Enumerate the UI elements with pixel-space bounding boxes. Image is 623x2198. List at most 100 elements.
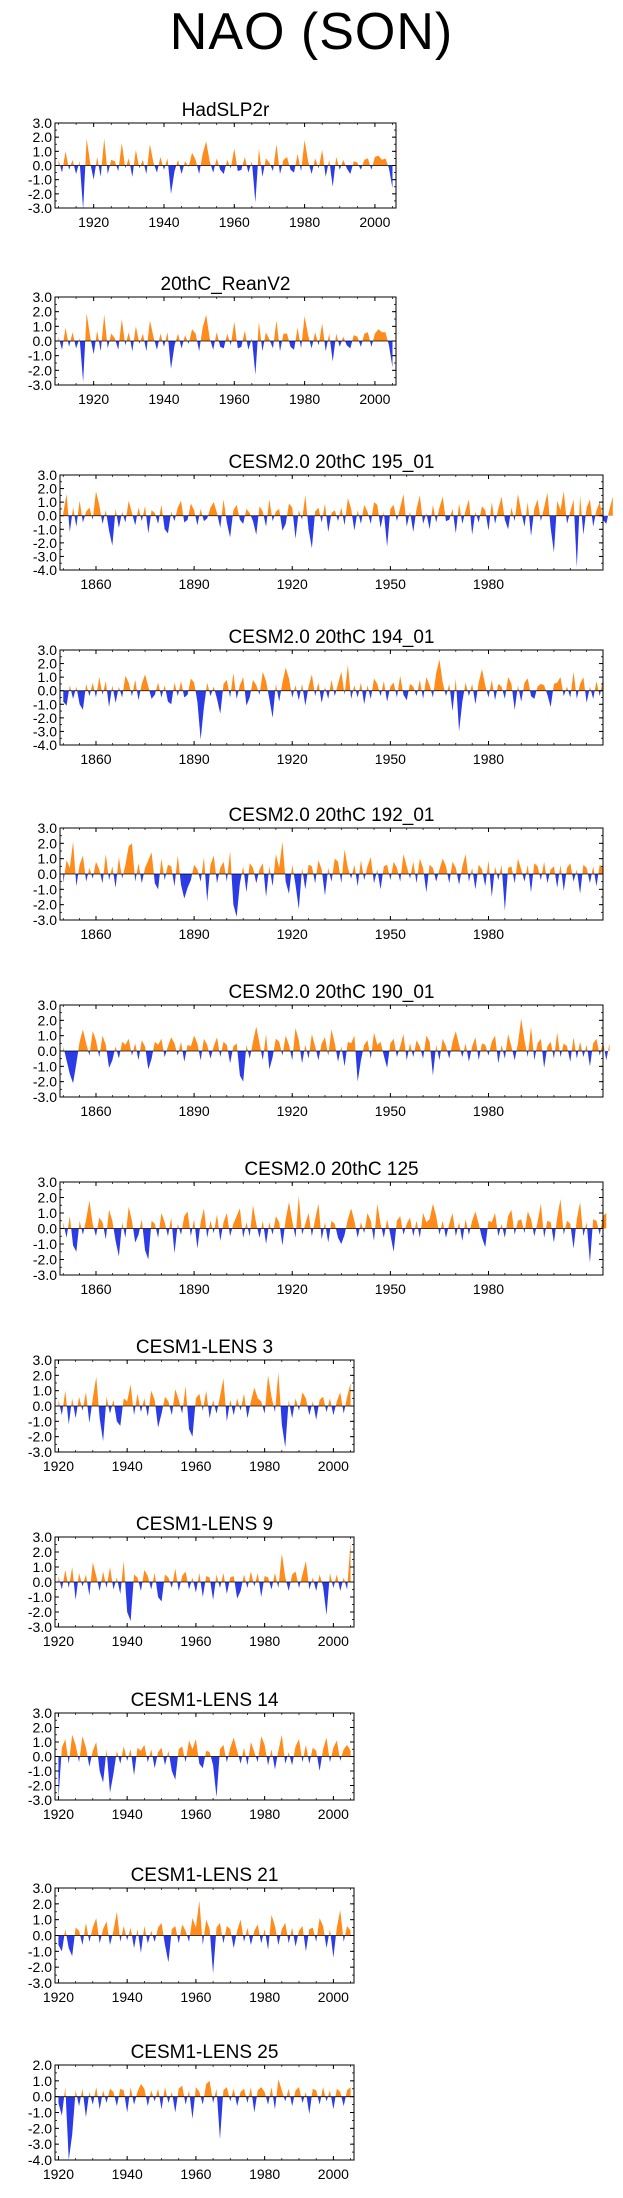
series-positive-area bbox=[63, 1195, 607, 1229]
x-tick-label: 1890 bbox=[179, 751, 210, 767]
y-tick-label: 2.0 bbox=[38, 656, 58, 672]
x-tick-label: 1940 bbox=[112, 1458, 143, 1474]
series-negative-area bbox=[63, 1051, 610, 1084]
chart-title: CESM2.0 20thC 194_01 bbox=[229, 627, 435, 648]
y-tick-label: 0.0 bbox=[38, 683, 58, 699]
x-tick-label: 1890 bbox=[179, 926, 210, 942]
chart-title: CESM2.0 20thC 192_01 bbox=[229, 805, 435, 826]
y-tick-label: 0.0 bbox=[33, 2089, 53, 2105]
y-tick-label: -3.0 bbox=[28, 1619, 52, 1635]
x-tick-label: 1860 bbox=[80, 1281, 111, 1297]
y-tick-label: -4.0 bbox=[33, 737, 57, 753]
chart-title: 20thC_ReanV2 bbox=[161, 274, 291, 295]
chart-panel-6: CESM2.0 20thC 190_01 3.02.01.00.0-1.0-2.0… bbox=[33, 982, 610, 1119]
y-tick-label: 1.0 bbox=[33, 1912, 53, 1928]
x-tick-label: 1920 bbox=[277, 576, 308, 592]
series-negative-area bbox=[58, 1582, 351, 1621]
y-tick-label: 2.0 bbox=[33, 1896, 53, 1912]
y-tick-label: 2.0 bbox=[33, 304, 53, 320]
y-tick-label: -2.0 bbox=[28, 362, 52, 378]
series-positive-area bbox=[58, 1372, 351, 1406]
x-tick-label: 1950 bbox=[375, 1103, 406, 1119]
x-tick-label: 1950 bbox=[375, 751, 406, 767]
chart-title: CESM1-LENS 14 bbox=[131, 1690, 279, 1711]
x-tick-label: 1980 bbox=[473, 1281, 504, 1297]
x-tick-label: 1980 bbox=[249, 1458, 280, 1474]
x-tick-label: 1980 bbox=[289, 214, 320, 230]
x-tick-label: 1960 bbox=[180, 2166, 211, 2182]
chart-title: CESM2.0 20thC 190_01 bbox=[229, 982, 435, 1003]
y-tick-label: 3.0 bbox=[33, 115, 53, 131]
chart-title: CESM1-LENS 9 bbox=[136, 1514, 273, 1535]
x-tick-label: 1920 bbox=[43, 1989, 74, 2005]
x-tick-label: 1960 bbox=[180, 1806, 211, 1822]
chart-title: HadSLP2r bbox=[182, 100, 270, 121]
y-tick-label: -3.0 bbox=[28, 1792, 52, 1808]
y-tick-label: -1.0 bbox=[28, 348, 52, 364]
series-positive-area bbox=[63, 1018, 610, 1051]
series-positive-area bbox=[63, 491, 613, 516]
y-tick-label: -3.0 bbox=[28, 1444, 52, 1460]
x-tick-label: 1920 bbox=[43, 1633, 74, 1649]
y-tick-label: -3.0 bbox=[28, 1975, 52, 1991]
y-tick-label: -3.0 bbox=[33, 1267, 57, 1283]
x-tick-label: 1980 bbox=[473, 751, 504, 767]
y-tick-label: 2.0 bbox=[33, 1544, 53, 1560]
x-tick-label: 1940 bbox=[148, 391, 179, 407]
x-tick-label: 1980 bbox=[473, 926, 504, 942]
y-tick-label: 3.0 bbox=[33, 1352, 53, 1368]
series-positive-area bbox=[63, 841, 603, 874]
y-tick-label: 0.0 bbox=[33, 158, 53, 174]
x-tick-label: 1950 bbox=[375, 1281, 406, 1297]
y-tick-label: 2.0 bbox=[33, 1367, 53, 1383]
series-positive-area bbox=[58, 138, 393, 166]
y-tick-label: 1.0 bbox=[33, 1383, 53, 1399]
chart-panel-9: CESM1-LENS 9 3.02.01.00.0-1.0-2.0-3.01920… bbox=[28, 1514, 355, 1649]
chart-panel-2: 20thC_ReanV2 3.02.01.00.0-1.0-2.0-3.0 1920… bbox=[28, 274, 397, 407]
x-tick-label: 1920 bbox=[277, 751, 308, 767]
y-tick-label: 1.0 bbox=[33, 1559, 53, 1575]
x-tick-label: 1980 bbox=[249, 1989, 280, 2005]
y-tick-label: 3.0 bbox=[38, 467, 58, 483]
y-tick-label: -3.0 bbox=[28, 200, 52, 216]
y-tick-label: -4.0 bbox=[33, 562, 57, 578]
series-negative-area bbox=[63, 1228, 607, 1263]
y-tick-label: -2.0 bbox=[28, 1429, 52, 1445]
y-tick-label: -2.0 bbox=[33, 535, 57, 551]
y-tick-label: -2.0 bbox=[33, 1252, 57, 1268]
x-tick-label: 1940 bbox=[112, 1806, 143, 1822]
chart-title: CESM1-LENS 21 bbox=[131, 1865, 279, 1886]
x-tick-label: 1980 bbox=[473, 576, 504, 592]
page-title: NAO (SON) bbox=[169, 3, 454, 61]
y-tick-label: 3.0 bbox=[38, 997, 58, 1013]
chart-panel-7: CESM2.0 20thC 125 3.02.01.00.0-1.0-2.0-3.… bbox=[33, 1159, 607, 1297]
x-tick-label: 1890 bbox=[179, 1103, 210, 1119]
x-tick-label: 1890 bbox=[179, 1281, 210, 1297]
y-tick-label: 0.0 bbox=[33, 1398, 53, 1414]
y-tick-label: -3.0 bbox=[33, 723, 57, 739]
chart-panel-8: CESM1-LENS 3 3.02.01.00.0-1.0-2.0-3.01920… bbox=[28, 1337, 355, 1474]
y-tick-label: 3.0 bbox=[33, 1705, 53, 1721]
y-tick-label: -2.0 bbox=[33, 710, 57, 726]
x-tick-label: 1860 bbox=[80, 751, 111, 767]
chart-title: CESM2.0 20thC 125 bbox=[244, 1159, 418, 1180]
x-tick-label: 1920 bbox=[277, 926, 308, 942]
y-tick-label: 2.0 bbox=[33, 2057, 53, 2073]
y-tick-label: 0.0 bbox=[33, 1928, 53, 1944]
y-tick-label: 2.0 bbox=[33, 1720, 53, 1736]
y-tick-label: -2.0 bbox=[28, 1778, 52, 1794]
y-tick-label: 3.0 bbox=[38, 820, 58, 836]
y-tick-label: -1.0 bbox=[33, 881, 57, 897]
y-tick-label: -3.0 bbox=[28, 2136, 52, 2152]
y-tick-label: -3.0 bbox=[33, 548, 57, 564]
x-tick-label: 2000 bbox=[359, 391, 390, 407]
series-positive-area bbox=[58, 1541, 351, 1582]
x-tick-label: 1940 bbox=[148, 214, 179, 230]
series-negative-area bbox=[58, 1756, 351, 1799]
series-positive-area bbox=[58, 1900, 351, 1936]
y-tick-label: -3.0 bbox=[33, 912, 57, 928]
y-tick-label: -2.0 bbox=[28, 2120, 52, 2136]
x-tick-label: 2000 bbox=[318, 1806, 349, 1822]
y-tick-label: 2.0 bbox=[38, 835, 58, 851]
y-tick-label: 3.0 bbox=[33, 1529, 53, 1545]
